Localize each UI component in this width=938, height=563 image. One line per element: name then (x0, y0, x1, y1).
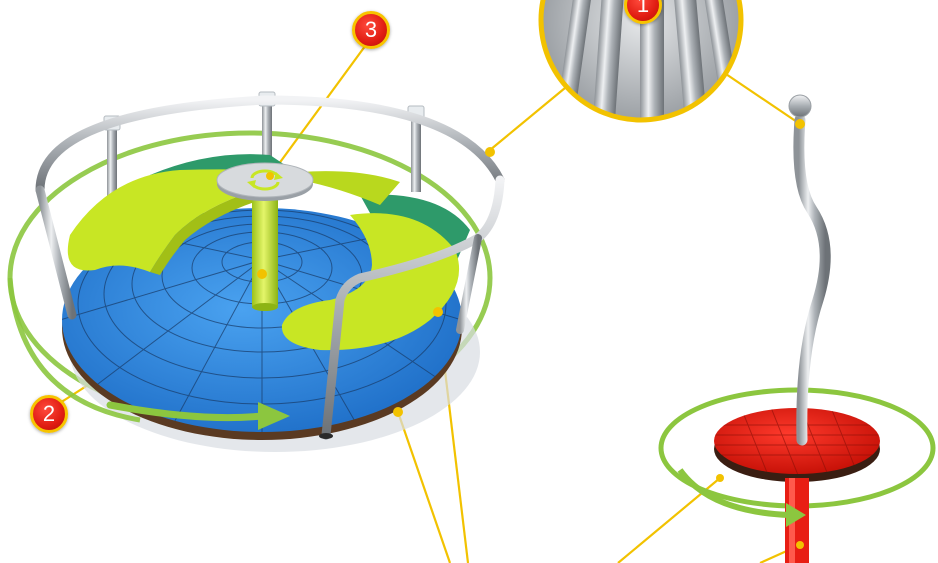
seat-lime-right (281, 213, 460, 351)
center-cap (216, 162, 314, 201)
merry-go-round (7, 91, 505, 452)
front-left-rail (35, 185, 77, 320)
leader-line-zoom-left (489, 87, 566, 151)
callout-dot-seat (433, 307, 443, 317)
callout-dot-spinner-pole (795, 119, 805, 129)
callout-dot-pole (257, 269, 267, 279)
front-right-rail (321, 175, 505, 440)
spinner-pole (793, 114, 831, 446)
callout-dot-red-disc (716, 474, 724, 482)
callout-dot-cap (266, 172, 274, 180)
rotation-arrows-icon (247, 169, 283, 191)
top-handrail (35, 95, 505, 195)
leader-line-zoom-right (719, 69, 801, 125)
callout-badge-3: 3 (352, 11, 390, 49)
right-rail-post (456, 234, 482, 334)
center-pole (252, 196, 278, 308)
spinner (658, 94, 936, 563)
arrow-right-icon (106, 401, 290, 430)
center-pole-base (252, 303, 278, 311)
spinner-rotation-ring-front (677, 468, 791, 518)
callout-dot-floor (393, 407, 403, 417)
zoom-detail (538, 0, 744, 123)
seat-lime-back-right (300, 171, 400, 205)
callout-badge-2: 2 (30, 395, 68, 433)
rotation-ring-front (7, 277, 141, 423)
rail-foot (319, 433, 333, 439)
back-rail-posts (107, 98, 421, 217)
seat-lime-left (67, 169, 301, 272)
arrow-right-icon (786, 503, 806, 527)
leader-line-floor (396, 411, 452, 563)
leader-line-3 (269, 37, 372, 177)
spinner-pole-knob (788, 94, 812, 118)
rail-joint-highlight (485, 147, 495, 157)
callout-dot-red-post (796, 541, 804, 549)
